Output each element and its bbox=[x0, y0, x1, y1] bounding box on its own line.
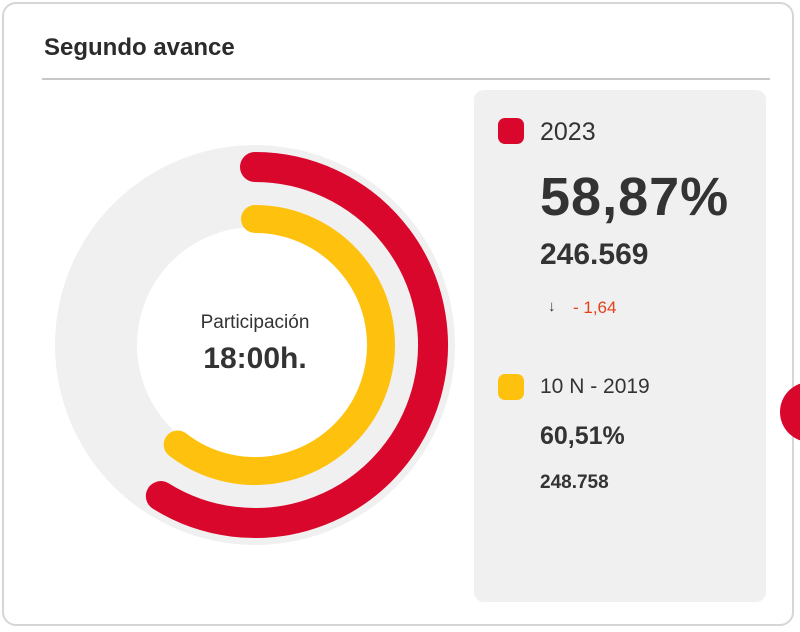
donut-arc-2023 bbox=[145, 152, 448, 538]
legend-swatch-2019 bbox=[498, 374, 524, 400]
legend-swatch-2023 bbox=[498, 118, 524, 144]
donut-arc-2019 bbox=[163, 205, 395, 485]
legend-panel bbox=[474, 90, 766, 602]
center-label: Participación bbox=[200, 312, 310, 333]
legend-label-2023: 2023 bbox=[540, 118, 596, 146]
legend-delta-2023: - 1,64 bbox=[573, 298, 617, 317]
legend-votes-2019: 248.758 bbox=[540, 472, 609, 493]
legend-percent-2023: 58,87% bbox=[540, 167, 730, 227]
legend-percent-2019: 60,51% bbox=[540, 422, 625, 450]
donut-hole bbox=[137, 227, 373, 463]
card-title: Segundo avance bbox=[44, 34, 235, 61]
center-time: 18:00h. bbox=[203, 342, 307, 375]
arrow-down-icon: ↓ bbox=[548, 298, 556, 315]
title-divider bbox=[42, 78, 770, 80]
next-circle-button[interactable] bbox=[780, 382, 800, 442]
legend-label-2019: 10 N - 2019 bbox=[540, 375, 650, 398]
participation-donut-chart bbox=[55, 145, 455, 545]
legend-votes-2023: 246.569 bbox=[540, 238, 649, 271]
